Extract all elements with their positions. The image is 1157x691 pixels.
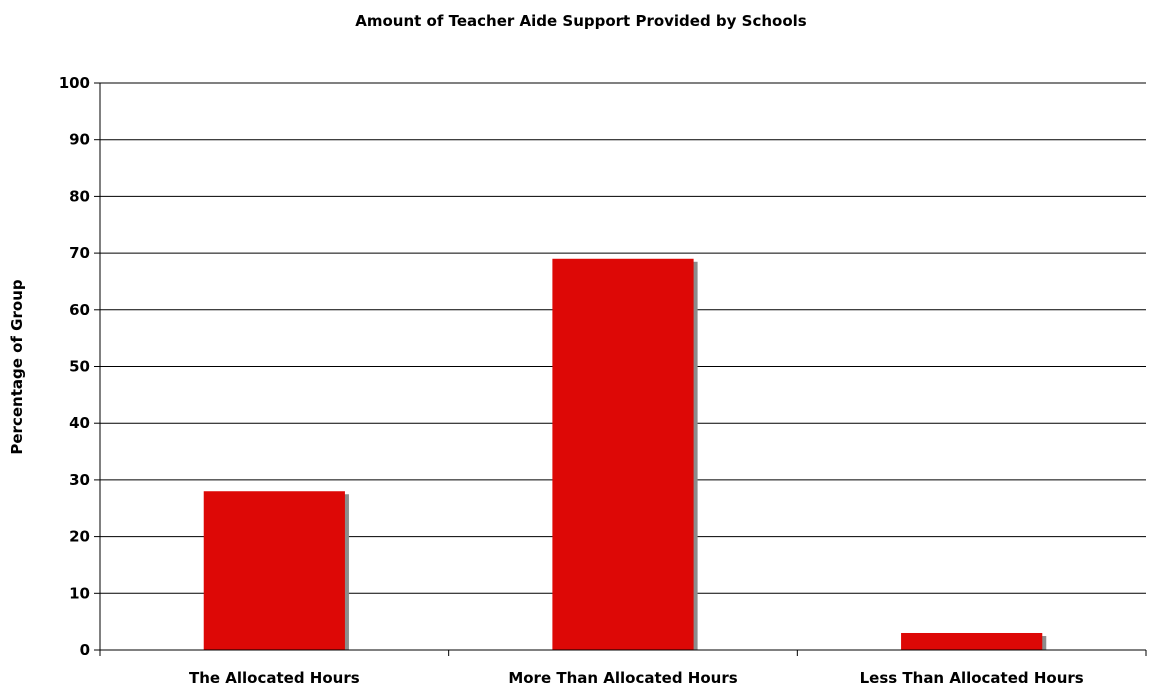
x-tick-labels: The Allocated Hours More Than Allocated H… bbox=[189, 669, 1084, 687]
y-tick-label: 40 bbox=[69, 414, 90, 432]
y-tick-label: 20 bbox=[69, 528, 90, 546]
y-tick-label: 10 bbox=[69, 584, 90, 602]
chart-title: Amount of Teacher Aide Support Provided … bbox=[355, 12, 807, 30]
axes bbox=[94, 82, 1147, 656]
bar bbox=[203, 491, 345, 650]
y-tick-label: 30 bbox=[69, 471, 90, 489]
y-axis-label: Percentage of Group bbox=[8, 279, 26, 454]
y-tick-label: 80 bbox=[69, 187, 90, 205]
bar bbox=[901, 632, 1043, 650]
y-tick-labels: 0 10 20 30 40 50 60 70 80 90 100 bbox=[59, 74, 90, 659]
x-tick-label: Less Than Allocated Hours bbox=[860, 669, 1084, 687]
y-tick-label: 0 bbox=[80, 641, 90, 659]
x-tick-label: More Than Allocated Hours bbox=[508, 669, 737, 687]
y-tick-label: 70 bbox=[69, 244, 90, 262]
y-tick-label: 90 bbox=[69, 131, 90, 149]
y-tick-label: 100 bbox=[59, 74, 90, 92]
y-tick-label: 50 bbox=[69, 358, 90, 376]
x-tick-label: The Allocated Hours bbox=[189, 669, 360, 687]
bar bbox=[552, 258, 694, 650]
y-tick-label: 60 bbox=[69, 301, 90, 319]
bars bbox=[203, 258, 1047, 650]
